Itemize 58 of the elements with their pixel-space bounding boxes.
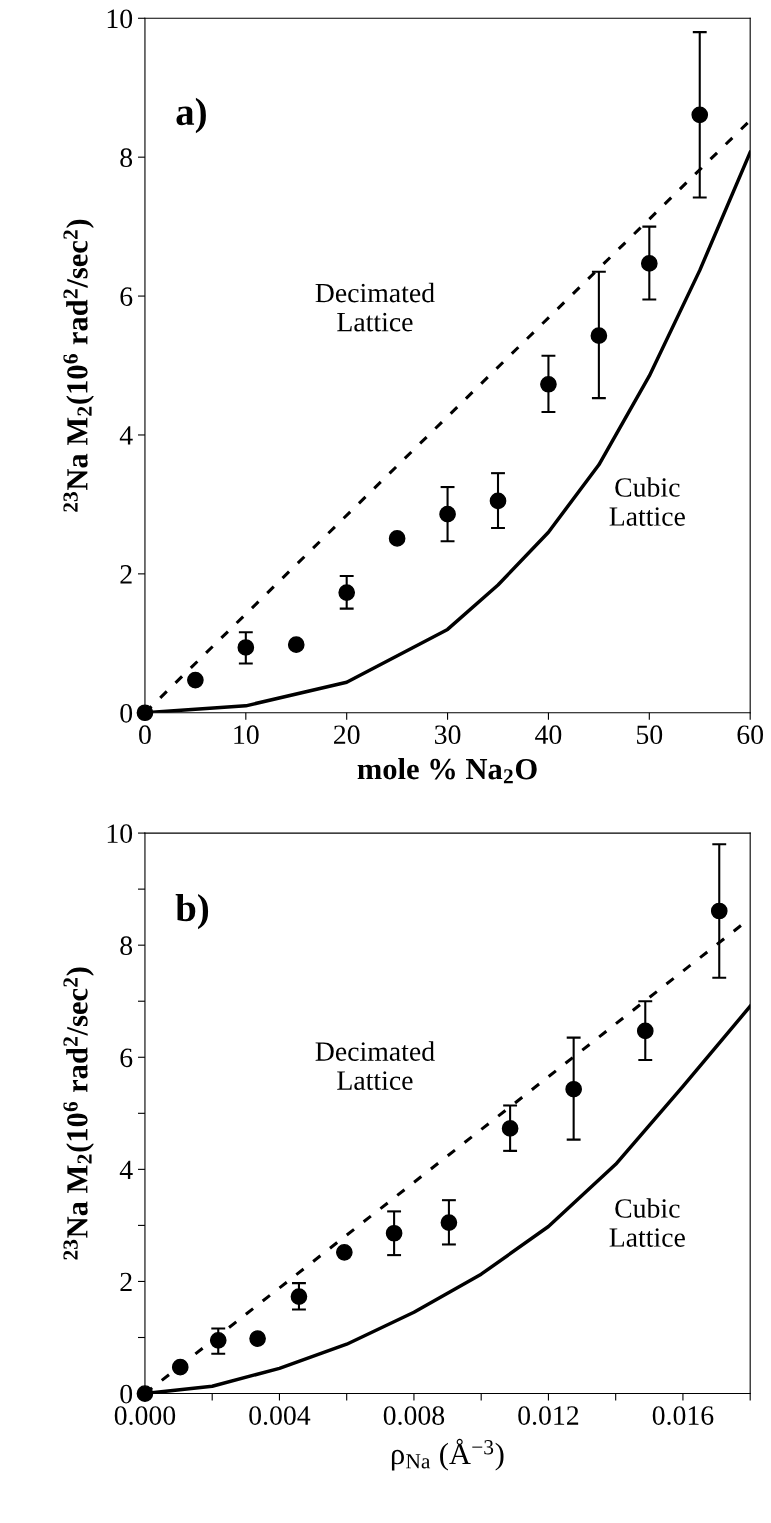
y-tick-label: 8 xyxy=(120,936,133,956)
point xyxy=(710,902,728,920)
y-tick-label: 6 xyxy=(120,287,133,306)
point xyxy=(439,505,456,523)
y-tick-label: 6 xyxy=(120,1048,133,1068)
point xyxy=(187,671,204,689)
y-tick-label: 0 xyxy=(120,703,133,723)
point xyxy=(590,327,608,344)
annotation: a) xyxy=(176,97,206,134)
x-axis-title: mole % Na$_{2}$O xyxy=(357,757,537,784)
x-tick-label: 20 xyxy=(334,725,360,745)
point xyxy=(640,255,658,272)
point xyxy=(287,636,305,654)
point xyxy=(440,1214,458,1231)
x-tick-label: 0.016 xyxy=(652,1406,714,1426)
point xyxy=(388,530,406,547)
point xyxy=(290,1288,308,1305)
annotation: Cubic Lattice xyxy=(609,477,685,526)
point xyxy=(385,1224,403,1242)
point xyxy=(501,1120,519,1137)
annotation: Cubic Lattice xyxy=(609,1198,685,1247)
x-tick-label: 40 xyxy=(535,725,562,745)
y-tick-label: 2 xyxy=(120,1272,132,1292)
point xyxy=(565,1080,582,1098)
y-tick-label: 8 xyxy=(120,148,133,168)
y-tick-label: 4 xyxy=(119,1160,133,1179)
x-tick-label: 60 xyxy=(737,725,764,745)
annotation: Decimated Lattice xyxy=(315,1041,435,1090)
y-tick-label: 10 xyxy=(107,9,133,29)
point xyxy=(209,1331,227,1349)
point xyxy=(336,1243,353,1261)
text: $^{23}$Na M$_{2}$(10$^{6}$ rad$^{2}$/sec$^{2}$) xyxy=(63,967,94,1260)
point xyxy=(540,375,557,393)
x-tick-label: 0.012 xyxy=(518,1406,579,1426)
point xyxy=(171,1358,189,1376)
annotation: Decimated Lattice xyxy=(315,282,435,332)
x-tick-label: 10 xyxy=(234,725,259,745)
y-tick-label: 10 xyxy=(107,824,133,843)
x-tick-label: 0.004 xyxy=(249,1406,311,1426)
x-tick-label: 0.000 xyxy=(114,1406,176,1426)
text: $^{23}$Na M$_{2}$(10$^{6}$ rad$^{2}$/sec$^{2}$) xyxy=(63,219,94,512)
point xyxy=(237,639,255,656)
x-tick-label: 30 xyxy=(435,725,461,745)
y-tick-label: 4 xyxy=(119,426,133,445)
y-tick-label: 0 xyxy=(120,1384,133,1404)
point xyxy=(249,1330,266,1347)
annotation: b) xyxy=(175,893,209,930)
x-axis-title: ρ$_{Na}$ (Å$^{−3}$) xyxy=(391,1438,504,1471)
x-tick-label: 0 xyxy=(139,725,151,745)
point xyxy=(136,704,154,722)
point xyxy=(489,492,507,510)
point xyxy=(136,1385,154,1402)
x-tick-label: 50 xyxy=(637,725,663,745)
y-tick-label: 2 xyxy=(120,565,132,584)
point xyxy=(691,106,709,124)
x-tick-label: 0.008 xyxy=(383,1406,445,1426)
point xyxy=(338,584,356,601)
point xyxy=(636,1022,654,1040)
